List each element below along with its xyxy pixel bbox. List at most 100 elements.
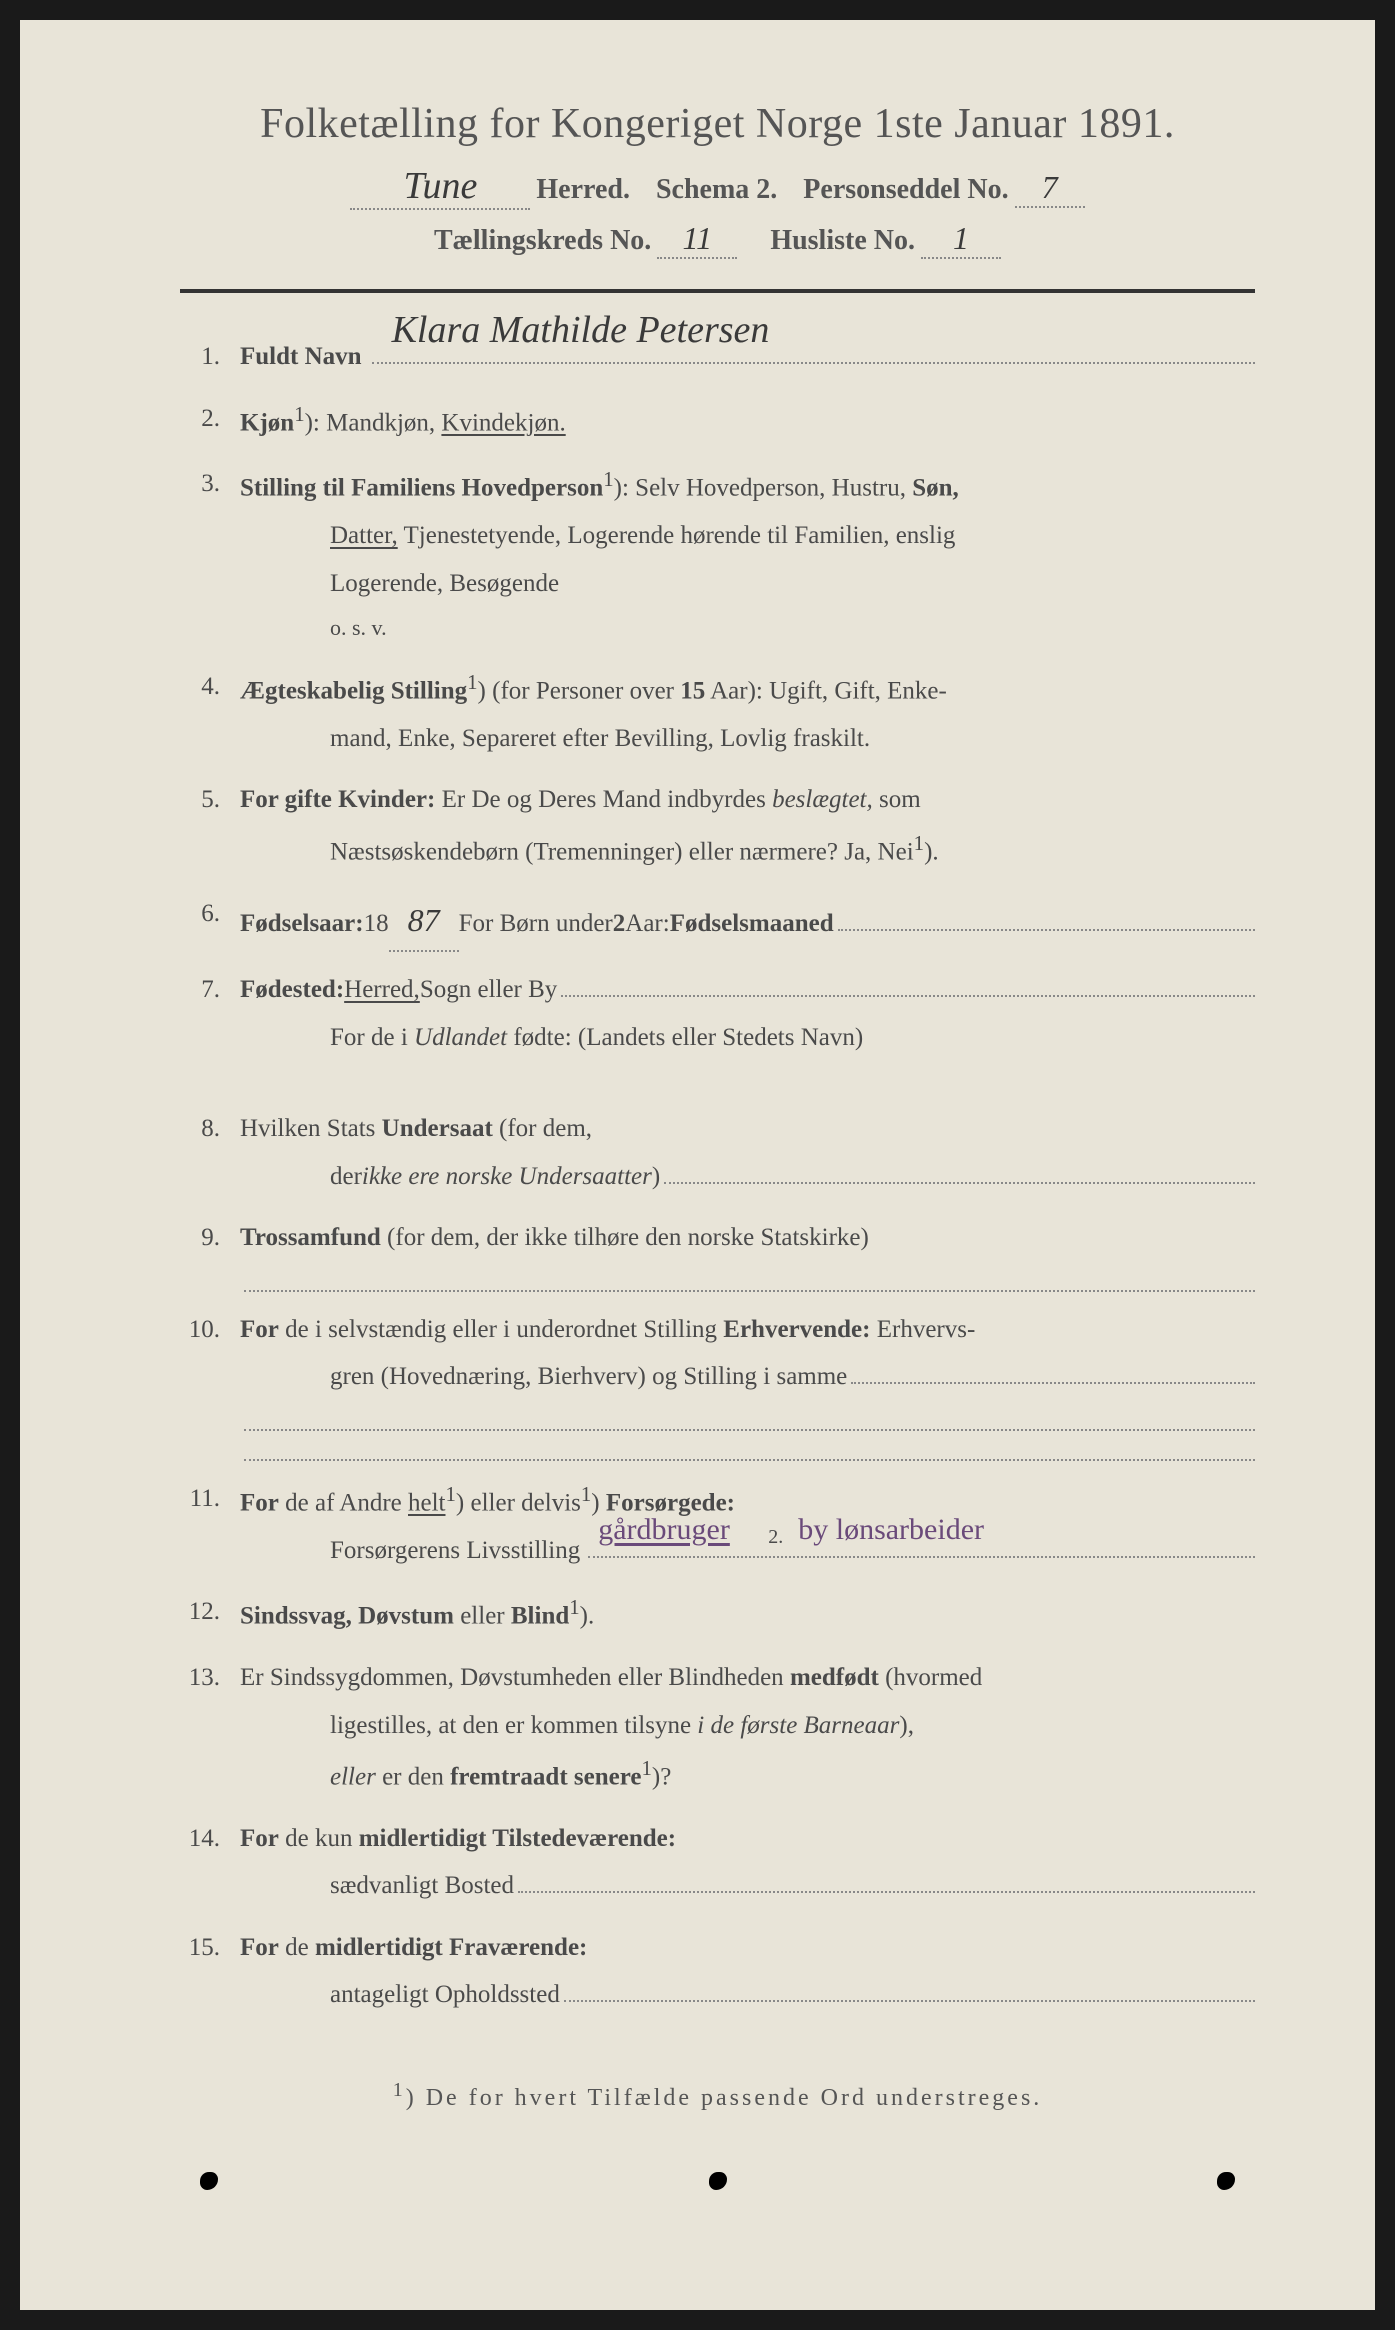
- religion-field: [244, 1262, 1255, 1292]
- text-a: Hvilken Stats: [240, 1115, 382, 1142]
- bold-b: Erhvervende:: [723, 1316, 870, 1343]
- line2: mand, Enke, Separeret efter Bevilling, L…: [240, 715, 1255, 763]
- sup: 1: [569, 1595, 579, 1619]
- italic: ikke ere norske Undersaatter: [362, 1153, 652, 1201]
- line2-text: antageligt Opholdssted: [330, 1971, 560, 2019]
- line3: [240, 1401, 1255, 1431]
- bold: medfødt: [790, 1664, 879, 1691]
- item-content: Ægteskabelig Stilling1) (for Personer ov…: [240, 663, 1255, 762]
- item-content: Er Sindssygdommen, Døvstumheden eller Bl…: [240, 1654, 1255, 1801]
- item-num: 1.: [180, 333, 240, 381]
- line2: gren (Hovednæring, Bierhverv) og Stillin…: [240, 1353, 1255, 1401]
- bold-a: Fødselsaar:: [240, 900, 364, 948]
- footnote-text: ) De for hvert Tilfælde passende Ord und…: [406, 2085, 1043, 2111]
- line2-label: Forsørgerens Livsstilling: [330, 1527, 580, 1575]
- item-content: Trossamfund (for dem, der ikke tilhøre d…: [240, 1214, 1255, 1292]
- bold-a: For: [240, 1825, 279, 1852]
- line3-b: er den: [376, 1763, 450, 1790]
- bold-label: Stilling til Familiens Hovedperson: [240, 475, 603, 502]
- bold-label: Ægteskabelig Stilling: [240, 677, 467, 704]
- kreds-value: 11: [683, 220, 713, 256]
- personseddel-value: 7: [1042, 169, 1058, 205]
- line2-b: ): [652, 1153, 660, 1201]
- rest: Sogn eller By: [420, 966, 558, 1014]
- end: ).: [580, 1603, 595, 1630]
- rest: Tjenestetyende, Logerende hørende til Fa…: [398, 522, 956, 549]
- rest2: Aar): Ugift, Gift, Enke-: [705, 677, 947, 704]
- rest-b: som: [873, 786, 921, 813]
- italic: Udlandet: [414, 1024, 507, 1051]
- text-a: Er Sindssygdommen, Døvstumheden eller Bl…: [240, 1664, 790, 1691]
- item-3: 3. Stilling til Familiens Hovedperson1):…: [180, 460, 1255, 649]
- whereabouts-field: [564, 1972, 1255, 2002]
- rest-a: Er De og Deres Mand indbyrdes: [435, 786, 772, 813]
- rest: (for dem, der ikke tilhøre den norske St…: [381, 1224, 869, 1251]
- name-field: Klara Mathilde Petersen: [372, 362, 1255, 364]
- husliste-label: Husliste No.: [770, 225, 915, 257]
- husliste-value: 1: [953, 220, 969, 256]
- item-7: 7. Fødested: Herred, Sogn eller By For d…: [180, 966, 1255, 1061]
- datter: Datter,: [330, 522, 398, 549]
- item-num: 3.: [180, 460, 240, 508]
- sup: 1: [641, 1756, 651, 1780]
- item-content: Sindssvag, Døvstum eller Blind1).: [240, 1588, 1255, 1640]
- line1: Fødested: Herred, Sogn eller By: [240, 966, 1255, 1014]
- schema-label: Schema 2.: [656, 174, 777, 206]
- text: de kun: [279, 1825, 359, 1852]
- item-num: 4.: [180, 663, 240, 711]
- line2-b: ).: [924, 838, 939, 865]
- son: Søn,: [912, 475, 959, 502]
- line2-a: For de i: [330, 1024, 414, 1051]
- item-13: 13. Er Sindssygdommen, Døvstumheden elle…: [180, 1654, 1255, 1801]
- line2-a: Næstsøskendebørn (Tremenninger) eller næ…: [330, 838, 914, 865]
- sup-a: 1: [446, 1482, 456, 1506]
- occupation-field-1: [851, 1354, 1255, 1384]
- label-b: ): Mandkjøn,: [305, 409, 442, 436]
- line2-text: gren (Hovednæring, Bierhverv) og Stillin…: [330, 1353, 847, 1401]
- label-a: Kjøn: [240, 409, 294, 436]
- item-content: For de af Andre helt1) eller delvis1) Fo…: [240, 1475, 1255, 1574]
- dot-icon: [709, 2172, 727, 2190]
- dot-icon: [1217, 2172, 1235, 2190]
- rest-a: ): Selv Hovedperson, Hustru,: [614, 475, 913, 502]
- sup: 1: [467, 670, 477, 694]
- text-b: ) eller delvis: [456, 1489, 581, 1516]
- header-line-2: Tællingskreds No. 11 Husliste No. 1: [180, 220, 1255, 259]
- line2-a: der: [330, 1153, 362, 1201]
- line2: Forsørgerens Livsstilling gårdbruger 2. …: [240, 1527, 1255, 1575]
- footnote-sup: 1: [393, 2079, 406, 2101]
- line3: Logerende, Besøgende: [240, 560, 1255, 608]
- item-num: 11.: [180, 1475, 240, 1523]
- item-15: 15. For de midlertidigt Fraværende: anta…: [180, 1924, 1255, 2019]
- footnote: 1) De for hvert Tilfælde passende Ord un…: [180, 2079, 1255, 2112]
- bold2: Blind: [511, 1603, 569, 1630]
- item-4: 4. Ægteskabelig Stilling1) (for Personer…: [180, 663, 1255, 762]
- bold-b: midlertidigt Tilstedeværende:: [359, 1825, 676, 1852]
- herred-field: Tune: [350, 164, 530, 210]
- item-content: For de i selvstændig eller i underordnet…: [240, 1306, 1255, 1461]
- line2: Datter, Tjenestetyende, Logerende hørend…: [240, 512, 1255, 560]
- item-num: 7.: [180, 966, 240, 1014]
- rest: ) (for Personer over: [478, 677, 681, 704]
- item-num: 9.: [180, 1214, 240, 1262]
- kvindekjon: Kvindekjøn.: [441, 409, 565, 436]
- bold: Trossamfund: [240, 1224, 381, 1251]
- item-content: Kjøn1): Mandkjøn, Kvindekjøn.: [240, 395, 1255, 447]
- item-9: 9. Trossamfund (for dem, der ikke tilhør…: [180, 1214, 1255, 1292]
- line3: eller er den fremtraadt senere1)?: [240, 1749, 1255, 1801]
- line2-text: sædvanligt Bosted: [330, 1862, 514, 1910]
- fifteen: 15: [680, 677, 705, 704]
- line4: o. s. v.: [240, 607, 1255, 649]
- bold-a: For: [240, 1316, 279, 1343]
- item-1: 1. Fuldt Navn Klara Mathilde Petersen: [180, 333, 1255, 381]
- citizen-field: [664, 1154, 1255, 1184]
- line2-b: fødte: (Landets eller Stedets Navn): [507, 1024, 863, 1051]
- item-content: For de midlertidigt Fraværende: antageli…: [240, 1924, 1255, 2019]
- kreds-label: Tællingskreds No.: [434, 225, 651, 257]
- line2: antageligt Opholdssted: [240, 1971, 1255, 2019]
- herred-value: Tune: [403, 165, 477, 207]
- kreds-field: 11: [657, 220, 737, 259]
- bold-b: midlertidigt Fraværende:: [315, 1934, 587, 1961]
- line2: sædvanligt Bosted: [240, 1862, 1255, 1910]
- year-field: 87: [389, 890, 459, 953]
